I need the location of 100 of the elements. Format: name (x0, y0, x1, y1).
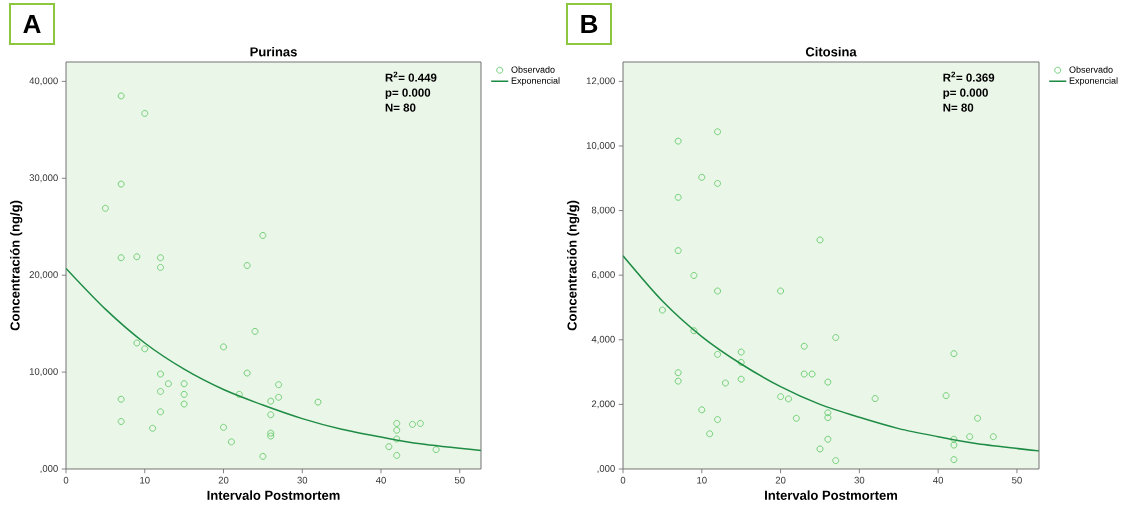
y-tick-label: ,000 (597, 465, 615, 473)
point (714, 287, 721, 295)
x-axis-title: Intervalo Postmortem (765, 490, 898, 500)
x-tick-label: 20 (218, 476, 229, 484)
point (950, 350, 958, 358)
y-tick-label: 20,000 (29, 271, 58, 280)
point (267, 397, 275, 405)
point (409, 420, 416, 428)
legend-label: Exponencial (511, 77, 560, 86)
point (220, 423, 227, 431)
chart-title: Citosina (805, 46, 857, 57)
point (824, 378, 832, 386)
annotation: p= 0.000 (385, 88, 431, 99)
legend-label: Exponencial (1069, 77, 1118, 86)
point (180, 380, 188, 388)
x-tick-label: 0 (63, 476, 69, 484)
point (950, 435, 958, 443)
point (792, 414, 800, 422)
point (777, 393, 785, 401)
point (832, 457, 840, 465)
y-tick-label: 2,000 (591, 400, 615, 409)
point (117, 395, 125, 403)
point (800, 370, 808, 378)
annotation: R$^{2}$= 0.449 (385, 71, 437, 82)
point (737, 358, 745, 366)
point (157, 408, 164, 416)
point (737, 348, 745, 356)
point (721, 379, 729, 387)
point (314, 398, 322, 406)
point (393, 419, 401, 427)
point (714, 179, 721, 187)
point (785, 395, 792, 403)
point (267, 429, 275, 437)
point (737, 375, 745, 383)
point (141, 345, 149, 353)
point (698, 406, 706, 414)
point (220, 343, 227, 351)
y-tick-label: ,000 (40, 465, 58, 473)
x-tick-label: 10 (697, 476, 707, 484)
point (824, 409, 832, 417)
x-tick-label: 50 (1012, 476, 1022, 484)
x-tick-label: 40 (933, 476, 944, 484)
point (950, 456, 958, 464)
point (432, 446, 440, 454)
point (141, 109, 149, 117)
point (117, 254, 125, 262)
point (117, 418, 125, 425)
point (275, 381, 283, 389)
point (674, 247, 682, 255)
y-tick-label: 40,000 (29, 77, 58, 86)
y-axis-title: Concentración (ng/g) (566, 200, 580, 331)
point (259, 452, 267, 460)
annotation: R$^{2}$= 0.369 (943, 71, 995, 82)
point (871, 395, 879, 403)
point (690, 327, 698, 335)
point (950, 441, 958, 449)
point (416, 419, 424, 427)
point (674, 377, 682, 385)
x-tick-label: 0 (620, 476, 626, 484)
point (714, 128, 721, 136)
point (267, 411, 275, 419)
text: B (581, 15, 598, 33)
text: A (23, 15, 41, 33)
x-tick-label: 40 (375, 476, 386, 484)
y-tick-label: 10,000 (29, 368, 58, 377)
x-tick-label: 30 (854, 476, 865, 484)
point (149, 424, 157, 432)
point (117, 180, 125, 188)
point (777, 287, 785, 295)
point (133, 339, 141, 347)
point (259, 232, 267, 239)
point (157, 263, 164, 271)
x-tick-label: 10 (140, 476, 150, 484)
point (157, 254, 164, 262)
point (974, 414, 981, 422)
point (117, 92, 125, 100)
point (180, 400, 188, 408)
point (157, 388, 164, 395)
point (690, 272, 698, 279)
annotation: N= 80 (943, 103, 974, 112)
point (227, 438, 235, 446)
point (267, 432, 275, 440)
point (674, 369, 682, 377)
point (714, 350, 721, 358)
y-tick-label: 12,000 (586, 77, 615, 86)
legend-label: Observado (511, 66, 555, 73)
point (133, 253, 141, 261)
point (275, 393, 283, 401)
point (393, 451, 401, 459)
point (101, 204, 109, 212)
x-tick-label: 50 (454, 476, 465, 484)
line-series (623, 255, 1040, 452)
point (658, 306, 666, 314)
y-axis-title: Concentración (ng/g) (10, 200, 23, 331)
point (714, 416, 721, 424)
point (706, 430, 714, 438)
point (393, 426, 401, 434)
chart-title: Purinas (250, 46, 297, 57)
x-axis-title: Intervalo Postmortem (207, 490, 340, 500)
point (808, 370, 816, 378)
